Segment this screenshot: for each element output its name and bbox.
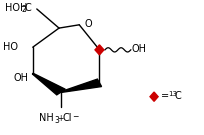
Text: O: O [84,19,91,29]
Text: 3: 3 [54,116,59,125]
Text: NH: NH [39,113,53,123]
Polygon shape [95,45,103,55]
Text: HOH: HOH [6,3,28,13]
Text: +: + [57,114,64,123]
Text: 2: 2 [21,5,26,14]
Polygon shape [32,73,65,95]
Text: OH: OH [131,44,146,54]
Text: 13: 13 [168,91,177,97]
Polygon shape [149,92,157,101]
Text: =: = [160,91,169,101]
Text: −: − [71,112,78,121]
Text: HO: HO [3,42,18,52]
Text: C: C [24,3,31,13]
Text: OH: OH [13,72,28,83]
Text: C: C [174,91,181,101]
Polygon shape [61,79,101,92]
Text: Cl: Cl [62,113,72,123]
